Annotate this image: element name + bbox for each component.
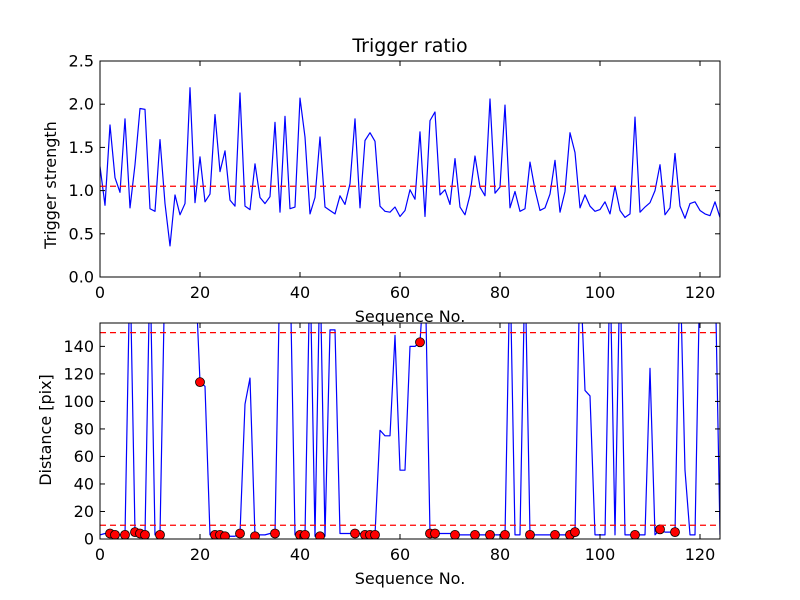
data-point [120, 529, 130, 539]
data-point [195, 377, 205, 388]
x-tick-label: 40 [290, 283, 310, 302]
data-point [250, 531, 260, 539]
y-axis-label: Distance [pix] [36, 374, 55, 486]
distance-plot: Sequence No. Distance [pix] 0 20 40 60 80 100… [36, 322, 721, 588]
data-point [500, 529, 510, 539]
y-tick-label: 120 [63, 364, 94, 383]
axes-frame [99, 60, 721, 278]
x-tick-label: 20 [190, 283, 210, 302]
data-point [350, 528, 360, 539]
x-tick-label: 0 [95, 283, 105, 302]
plot-area [100, 323, 720, 539]
data-point [140, 529, 150, 539]
x-tick-label: 20 [190, 545, 210, 564]
y-tick-label: 0.0 [69, 268, 94, 287]
y-axis-label: Trigger strength [41, 121, 60, 250]
y-tick-label: 80 [74, 419, 94, 438]
y-tick-label: 140 [63, 337, 94, 356]
y-tick-label: 1.0 [69, 181, 94, 200]
x-tick-label: 40 [290, 545, 310, 564]
x-tick-label: 120 [685, 283, 716, 302]
data-point [315, 531, 325, 539]
data-point [430, 528, 440, 539]
data-point [155, 529, 165, 539]
data-point [235, 528, 245, 539]
x-tick-label: 80 [490, 545, 510, 564]
data-point [220, 531, 230, 539]
y-tick-label: 60 [74, 447, 94, 466]
data-point [450, 529, 460, 539]
x-tick-label: 120 [685, 545, 716, 564]
y-tick-label: 1.5 [69, 138, 94, 157]
data-point [570, 527, 580, 538]
data-point [525, 529, 535, 539]
data-point [485, 529, 495, 539]
x-tick-label: 60 [390, 283, 410, 302]
data-point [300, 529, 310, 539]
y-tick-label: 100 [63, 392, 94, 411]
plot-area [100, 87, 720, 247]
y-tick-label: 0.5 [69, 224, 94, 243]
axes-frame [99, 322, 721, 540]
x-axis-label: Sequence No. [355, 569, 466, 588]
x-axis-label: Sequence No. [355, 307, 466, 326]
trigger-ratio-plot: Trigger ratio Sequence No. Trigger stren… [41, 35, 721, 326]
data-point [655, 524, 665, 535]
y-tick-label: 2.0 [69, 95, 94, 114]
data-point [415, 337, 425, 348]
data-point [670, 527, 680, 538]
y-tick-label: 2.5 [69, 52, 94, 71]
data-point [550, 529, 560, 539]
chart-title: Trigger ratio [351, 35, 467, 57]
y-tick-label: 0 [84, 530, 94, 549]
x-tick-label: 100 [585, 283, 616, 302]
y-tick-label: 40 [74, 474, 94, 493]
x-tick-label: 0 [95, 545, 105, 564]
y-tick-label: 20 [74, 502, 94, 521]
data-point [270, 528, 280, 539]
x-tick-label: 80 [490, 283, 510, 302]
data-point [630, 529, 640, 539]
data-point [370, 529, 380, 539]
data-point [470, 529, 480, 539]
data-point [110, 529, 120, 539]
x-tick-label: 100 [585, 545, 616, 564]
x-tick-label: 60 [390, 545, 410, 564]
